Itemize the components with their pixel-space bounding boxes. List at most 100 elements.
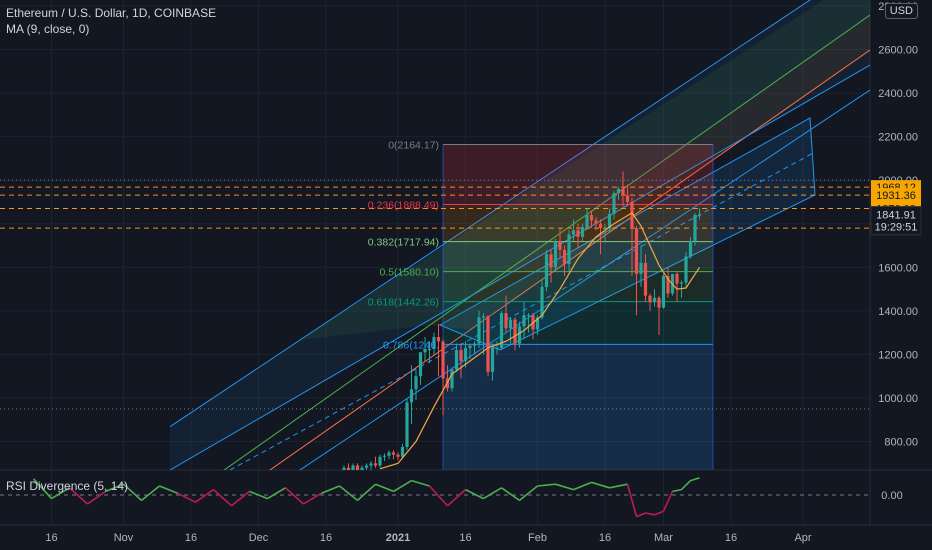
candle-body bbox=[571, 230, 576, 235]
time-axis-label: 16 bbox=[185, 532, 197, 544]
time-axis-label: Nov bbox=[114, 532, 134, 544]
candle-body bbox=[459, 350, 463, 361]
rsi-line-segment bbox=[231, 490, 250, 507]
candle-body bbox=[648, 295, 652, 303]
candle-body bbox=[621, 188, 625, 196]
price-axis-label: 1000.00 bbox=[878, 393, 918, 405]
candle-body bbox=[436, 337, 441, 342]
candle-body bbox=[535, 317, 540, 330]
rsi-line-segment bbox=[159, 485, 178, 494]
rsi-legend[interactable]: RSI Divergence (5, 14) bbox=[6, 479, 129, 493]
candle-body bbox=[504, 313, 508, 329]
candle-body bbox=[567, 234, 571, 265]
rsi-line-segment bbox=[662, 491, 674, 512]
candle-body bbox=[472, 343, 477, 346]
rsi-line-segment bbox=[555, 483, 574, 491]
fib-zone bbox=[443, 144, 713, 205]
candle-body bbox=[418, 352, 423, 377]
price-axis-label: 800.00 bbox=[884, 437, 918, 449]
rsi-line-segment bbox=[680, 480, 692, 491]
fibonacci-retracement bbox=[442, 143, 714, 470]
last-price-tag bbox=[870, 206, 922, 236]
candle-body bbox=[603, 228, 607, 230]
rsi-line-segment bbox=[267, 487, 286, 500]
rsi-line-segment bbox=[446, 489, 467, 507]
ma-legend[interactable]: MA (9, close, 0) bbox=[6, 22, 90, 36]
rsi-line-segment bbox=[465, 488, 484, 500]
candle-body bbox=[616, 188, 621, 194]
time-axis-label: 16 bbox=[45, 532, 57, 544]
rsi-pane bbox=[0, 477, 870, 518]
price-axis-label: 2200.00 bbox=[878, 132, 918, 144]
rsi-line-segment bbox=[483, 487, 502, 500]
rsi-line-segment bbox=[212, 489, 233, 507]
time-axis-label: 2021 bbox=[386, 532, 410, 544]
main-plot bbox=[0, 0, 870, 470]
time-axis-label: Mar bbox=[654, 532, 673, 544]
time-axis-label: Apr bbox=[794, 532, 811, 544]
candle-body bbox=[396, 454, 400, 457]
candle-body bbox=[598, 223, 603, 229]
fib-level-label: 0.618(1442.26) bbox=[368, 297, 439, 309]
rsi-axis-label: 0.00 bbox=[881, 490, 902, 502]
candle-body bbox=[630, 201, 634, 229]
rsi-line-segment bbox=[51, 487, 70, 500]
candle-body bbox=[558, 241, 562, 250]
candle-body bbox=[625, 195, 630, 202]
candle-body bbox=[468, 345, 472, 348]
candle-body bbox=[688, 241, 693, 257]
candle-body bbox=[697, 214, 702, 216]
candle-body bbox=[450, 369, 454, 389]
candle-body bbox=[463, 347, 468, 361]
candle-body bbox=[351, 465, 355, 470]
candle-body bbox=[661, 276, 666, 308]
rsi-line-segment bbox=[501, 487, 520, 502]
candle-body bbox=[423, 348, 427, 353]
rsi-line-segment bbox=[105, 483, 124, 493]
candle-body bbox=[585, 215, 589, 228]
candle-body bbox=[562, 249, 567, 265]
candle-body bbox=[378, 456, 382, 466]
gridlines bbox=[0, 0, 870, 525]
candle-body bbox=[634, 228, 639, 274]
candle-body bbox=[544, 254, 549, 287]
time-axis: 16 Nov 16 Dec 16 2021 16 Feb 16 Mar 16 Apr bbox=[45, 532, 812, 544]
level-price-tag bbox=[871, 188, 921, 203]
fib-level-label: 0.382(1717.94) bbox=[368, 237, 439, 249]
price-axis-label: 2400.00 bbox=[878, 88, 918, 100]
rsi-line-segment bbox=[339, 485, 358, 502]
candle-body bbox=[589, 215, 594, 221]
candle-body bbox=[441, 341, 445, 379]
time-axis-label: Feb bbox=[528, 532, 547, 544]
channel-fill bbox=[170, 0, 870, 470]
currency-badge[interactable]: USD bbox=[884, 3, 918, 19]
candle-body bbox=[607, 213, 612, 229]
chart-title-legend[interactable]: Ethereum / U.S. Dollar, 1D, COINBASE bbox=[6, 6, 217, 20]
candle-body bbox=[639, 262, 643, 274]
candle-body bbox=[432, 337, 436, 349]
rsi-line-segment bbox=[321, 485, 340, 494]
price-axis-label: 1400.00 bbox=[878, 306, 918, 318]
price-axis-label: 2600.00 bbox=[878, 45, 918, 57]
candle-body bbox=[657, 297, 661, 308]
rsi-line-segment bbox=[284, 487, 305, 505]
candle-body bbox=[400, 447, 405, 457]
channel-upper-line bbox=[169, 0, 811, 428]
rsi-line-segment bbox=[122, 483, 143, 501]
candle-body bbox=[675, 273, 679, 284]
price-axis-label: 1200.00 bbox=[878, 349, 918, 361]
candle-body bbox=[346, 467, 351, 470]
rsi-line-segment bbox=[672, 488, 682, 493]
candle-body bbox=[495, 347, 499, 349]
price-axis-label: 1600.00 bbox=[878, 262, 918, 274]
time-axis-label: 16 bbox=[599, 532, 611, 544]
last-price-label: 1841.91 bbox=[876, 210, 916, 222]
rsi-line-segment bbox=[87, 490, 106, 505]
candle-body bbox=[382, 455, 387, 457]
fib-level-label: 0.5(1580.10) bbox=[379, 267, 439, 279]
candle-body bbox=[490, 347, 495, 372]
candle-body bbox=[499, 313, 504, 348]
fib-level-label: 0(2164.17) bbox=[388, 139, 439, 151]
channel-band-orange bbox=[430, 15, 870, 330]
